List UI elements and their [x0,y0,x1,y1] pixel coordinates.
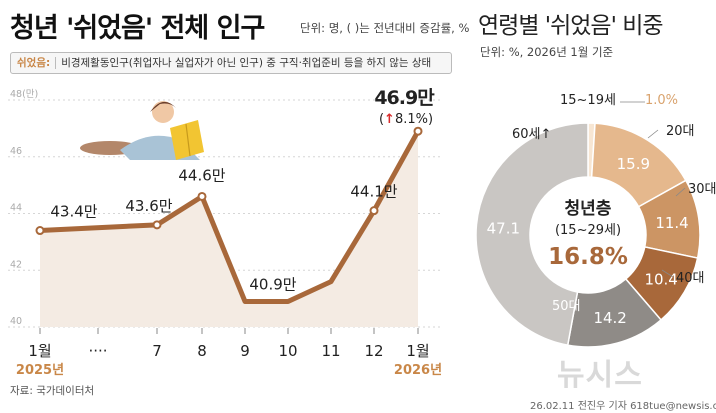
line-data-labels: 43.4만 43.6만 44.6만 40.9만 44.1만 46.9만 [50,87,436,293]
donut-value-label: 10.4 [644,270,677,288]
donut-value-label: 47.1 [487,219,520,237]
credit-note: 26.02.11 전진우 기자 618tue@newsis.com [530,401,716,412]
donut-value-label: 14.2 [593,309,626,327]
y-tick-label: 40 [10,316,22,327]
page-title: 청년 '쉬었음' 전체 인구 [10,13,265,44]
data-point [369,206,379,216]
donut-category-label: 20대 [666,124,695,139]
illustration-hair [150,101,176,112]
year-label: 2025년 [16,363,64,378]
line-series [39,130,421,304]
donut-leader-line [675,187,686,197]
donut-value-labels: 15.9 11.4 10.4 14.2 47.1 [487,155,689,327]
donut-category-label: 50대 [552,299,581,314]
line-y-ticks: 40 42 44 46 48(만) [10,89,38,327]
data-label: 44.6만 [178,166,225,184]
donut-center-subtitle: (15~29세) [555,223,621,238]
donut-leader-line [647,129,659,139]
line-x-ticks: 1월 ···· 7 8 9 10 11 12 1월 [28,328,430,360]
data-point [35,226,45,236]
x-tick-label: 11 [321,342,340,360]
highlight-change-label: (↑8.1%) [379,112,433,127]
definition-term: 쉬었음: [17,57,51,69]
data-label: 40.9만 [249,275,296,293]
data-label: 46.9만 [374,87,435,109]
definition-text: 비경제활동인구(취업자나 실업자가 아닌 인구) 중 구직·취업준비 등을 하지… [61,57,432,69]
x-tick-label: 9 [240,342,250,360]
x-tick-label: 8 [197,342,207,360]
illustration-book [170,120,204,160]
data-label: 44.1만 [350,183,397,201]
up-arrow-icon: ↑ [384,112,395,127]
y-tick-label: 48(만) [10,89,38,100]
donut-slice [475,122,589,347]
line-area-fill [40,131,418,327]
donut-center-title: 청년층 [565,198,612,219]
donut-young-value: 1.0% [645,93,678,108]
reading-person-illustration [80,101,204,160]
x-tick-label: ···· [88,342,107,360]
x-tick-label: 1월 [28,342,51,360]
donut-category-label: 30대 [688,182,716,197]
line-year-labels: 2025년 2026년 [16,363,442,378]
donut-chart: 15.9 11.4 10.4 14.2 47.1 15~19세 20대 30대 40대 50대 6… [475,93,716,348]
y-tick-label: 46 [10,146,22,157]
x-tick-label: 7 [152,342,162,360]
donut-slices [475,122,701,348]
line-chart: 43.4만 43.6만 44.6만 40.9만 44.1만 46.9만 1월 ···· 7 8 9… [8,87,442,378]
definition-divider [55,57,57,69]
illustration-head [152,101,174,123]
donut-category-label: 60세↑ [512,127,551,142]
year-label: 2026년 [394,363,442,378]
donut-unit-note: 단위: %, 2026년 1월 기준 [480,45,614,59]
data-point [413,126,423,136]
definition-box: 쉬었음: 비경제활동인구(취업자나 실업자가 아닌 인구) 중 구직·취업준비 등… [10,52,452,74]
y-tick-label: 44 [10,203,22,214]
donut-center-value: 16.8% [548,244,628,270]
donut-leader-line [661,269,674,278]
x-tick-label: 12 [364,342,383,360]
source-note: 자료: 국가데이터처 [10,385,95,397]
y-tick-label: 42 [10,259,22,270]
data-point [152,220,162,230]
unit-note: 단위: 명, ( )는 전년대비 증감률, % [300,21,470,35]
donut-value-label: 11.4 [655,214,688,232]
data-label: 43.4만 [50,203,97,221]
illustration-book-spine [185,123,191,157]
donut-category-label: 40대 [676,271,705,286]
donut-title: 연령별 '쉬었음' 비중 [478,13,664,39]
line-points [35,126,423,236]
data-label: 43.6만 [125,197,172,215]
x-tick-label: 10 [278,342,297,360]
data-point [197,191,207,201]
donut-category-label: 15~19세 [560,93,616,108]
watermark-logo: 뉴시스 [557,358,643,393]
donut-value-label: 15.9 [617,155,650,173]
x-tick-label: 1월 [406,342,429,360]
donut-category-labels: 15~19세 20대 30대 40대 50대 60세↑ 1.0% [512,93,716,314]
